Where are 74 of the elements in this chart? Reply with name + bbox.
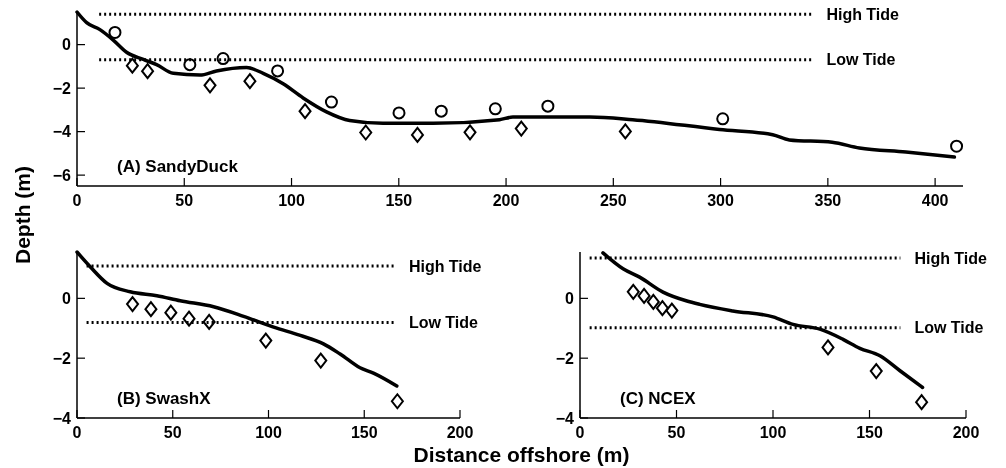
x-tick-label: 200	[446, 424, 474, 441]
point	[541, 99, 555, 113]
annotation: (A) SandyDuck	[117, 157, 239, 176]
point	[141, 63, 155, 80]
x-tick-label: 250	[599, 192, 627, 209]
x-tick-label: 50	[163, 424, 182, 441]
point	[324, 95, 338, 109]
point	[618, 123, 632, 140]
y-tick-label: 0	[62, 36, 72, 54]
point	[869, 363, 883, 380]
point	[655, 300, 669, 317]
point	[821, 339, 835, 356]
y-tick-label: −4	[52, 123, 72, 141]
y-tick-label: 0	[565, 289, 575, 307]
point	[144, 301, 158, 318]
x-tick-label: 150	[385, 192, 413, 209]
y-axis-title: Depth (m)	[11, 166, 34, 264]
y-tick-label: −2	[52, 349, 72, 367]
point	[202, 313, 216, 330]
annotation: (B) SwashX	[117, 389, 212, 408]
point	[182, 310, 196, 327]
point	[125, 57, 139, 74]
y-tick-label: −2	[555, 349, 575, 367]
point	[259, 332, 273, 349]
y-tick-label: 0	[62, 289, 72, 307]
point	[271, 64, 285, 78]
point	[637, 287, 651, 304]
x-tick-label: 100	[255, 424, 282, 441]
annotation: (C) NCEX	[620, 389, 697, 408]
y-tick-label: −4	[555, 409, 575, 427]
point	[410, 126, 424, 143]
point	[164, 304, 178, 321]
ref-line-label: High Tide	[826, 5, 900, 23]
point	[514, 120, 528, 137]
ref-line-label: Low Tide	[826, 51, 896, 69]
point	[392, 106, 406, 120]
point	[626, 283, 640, 300]
point	[716, 112, 730, 126]
x-tick-label: 100	[278, 192, 305, 209]
x-tick-label: 50	[667, 424, 686, 441]
x-tick-label: 150	[856, 424, 883, 441]
point	[126, 296, 140, 313]
point	[665, 302, 679, 319]
point	[434, 104, 448, 118]
point	[390, 393, 404, 410]
point	[915, 394, 929, 411]
x-tick-label: 350	[814, 192, 842, 209]
point	[463, 124, 477, 141]
x-tick-label: 50	[175, 192, 194, 209]
x-tick-label: 200	[492, 192, 520, 209]
point	[243, 73, 257, 90]
point	[203, 77, 217, 94]
point	[950, 139, 964, 153]
ref-line-label: High Tide	[408, 257, 482, 275]
point	[183, 58, 197, 72]
y-tick-label: −6	[52, 166, 72, 184]
point	[216, 52, 230, 66]
point	[108, 25, 122, 39]
point	[298, 103, 312, 120]
ref-line-label: Low Tide	[914, 319, 984, 337]
point	[488, 102, 502, 116]
point	[646, 293, 660, 310]
x-tick-label: 200	[952, 424, 980, 441]
ref-line-label: Low Tide	[408, 314, 479, 332]
x-tick-label: 400	[921, 192, 949, 209]
x-axis-title: Distance offshore (m)	[413, 443, 630, 466]
y-tick-label: −2	[52, 79, 72, 97]
ref-line-label: High Tide	[914, 249, 988, 267]
x-tick-label: 300	[707, 192, 735, 209]
point	[314, 352, 328, 369]
y-tick-label: −4	[52, 409, 72, 427]
x-tick-label: 150	[350, 424, 378, 441]
x-tick-label: 100	[759, 424, 787, 441]
point	[359, 124, 373, 141]
